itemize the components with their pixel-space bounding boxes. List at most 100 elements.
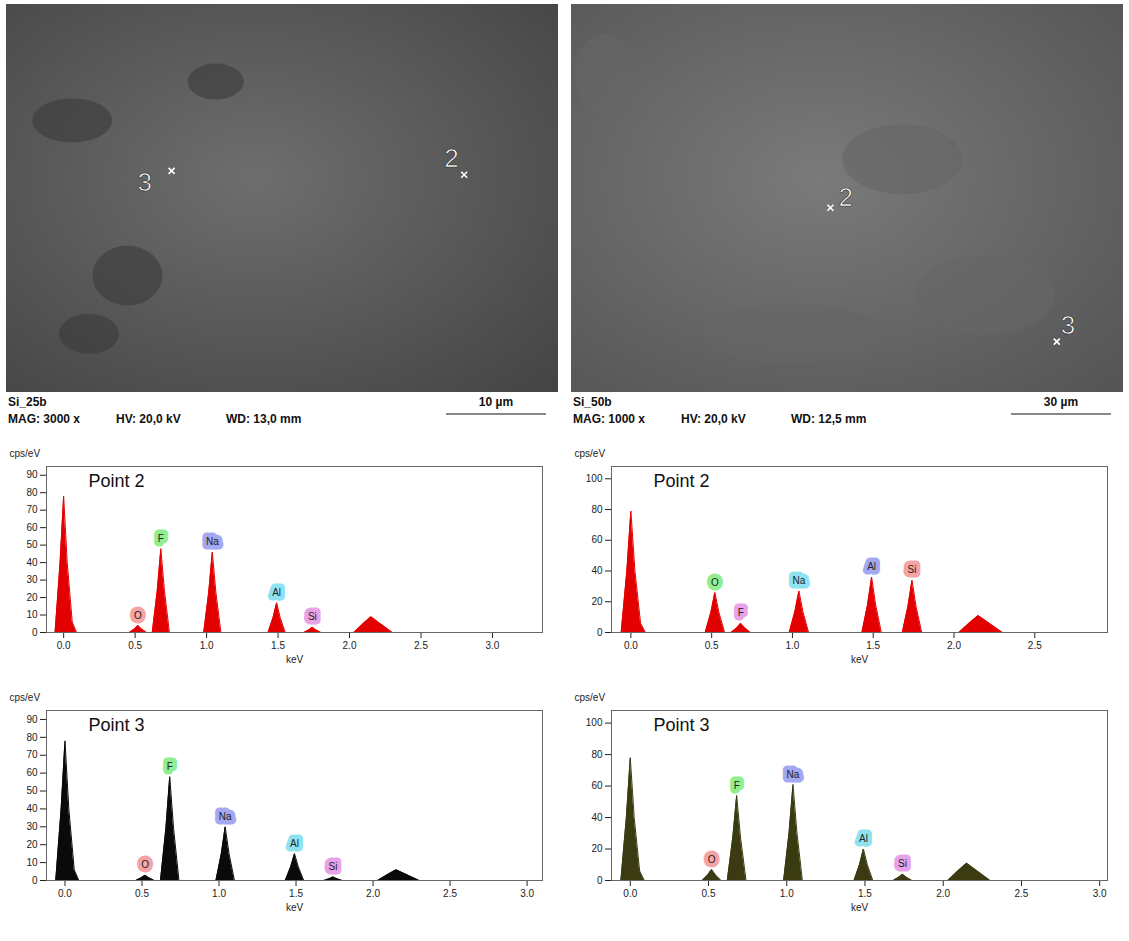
svg-text:Al: Al — [867, 561, 876, 572]
svg-text:Al: Al — [859, 833, 868, 844]
svg-text:cps/eV: cps/eV — [10, 692, 41, 703]
svg-text:80: 80 — [591, 749, 603, 760]
svg-text:1.0: 1.0 — [212, 888, 226, 899]
svg-text:80: 80 — [591, 504, 603, 515]
svg-text:Si: Si — [329, 861, 338, 872]
svg-text:2: 2 — [838, 182, 852, 212]
svg-text:keV: keV — [851, 902, 869, 913]
svg-text:2.5: 2.5 — [1014, 888, 1028, 899]
svg-text:10: 10 — [26, 609, 38, 620]
svg-text:90: 90 — [26, 469, 38, 480]
svg-text:F: F — [738, 607, 744, 618]
svg-text:HV: 20,0 kV: HV: 20,0 kV — [681, 412, 746, 426]
svg-text:O: O — [711, 577, 719, 588]
svg-text:3: 3 — [138, 167, 152, 197]
svg-text:0.5: 0.5 — [705, 640, 719, 651]
svg-text:MAG: 1000 x: MAG: 1000 x — [573, 412, 645, 426]
svg-text:keV: keV — [851, 654, 869, 665]
svg-text:60: 60 — [26, 522, 38, 533]
svg-text:1.5: 1.5 — [866, 640, 880, 651]
svg-text:Point 2: Point 2 — [654, 471, 710, 491]
svg-text:MAG: 3000 x: MAG: 3000 x — [8, 412, 80, 426]
svg-text:O: O — [708, 854, 716, 865]
svg-text:100: 100 — [586, 473, 603, 484]
svg-text:0.5: 0.5 — [128, 640, 142, 651]
svg-text:40: 40 — [591, 565, 603, 576]
svg-text:Na: Na — [793, 575, 806, 586]
svg-text:0.5: 0.5 — [702, 888, 716, 899]
svg-text:0.0: 0.0 — [57, 640, 71, 651]
svg-text:1.0: 1.0 — [780, 888, 794, 899]
svg-text:Si: Si — [898, 858, 907, 869]
svg-text:Point 2: Point 2 — [89, 471, 145, 491]
svg-text:2: 2 — [444, 143, 458, 173]
svg-text:Si: Si — [908, 564, 917, 575]
svg-text:70: 70 — [26, 504, 38, 515]
svg-text:cps/eV: cps/eV — [575, 448, 606, 459]
svg-text:Si: Si — [308, 611, 317, 622]
svg-text:20: 20 — [26, 839, 38, 850]
svg-text:0.0: 0.0 — [58, 888, 72, 899]
svg-text:HV: 20,0 kV: HV: 20,0 kV — [116, 412, 181, 426]
svg-text:20: 20 — [591, 596, 603, 607]
svg-text:F: F — [158, 533, 164, 544]
svg-text:100: 100 — [586, 717, 603, 728]
svg-text:2.0: 2.0 — [343, 640, 357, 651]
svg-text:Si_25b: Si_25b — [8, 395, 47, 409]
svg-text:0.5: 0.5 — [135, 888, 149, 899]
svg-text:F: F — [167, 761, 173, 772]
svg-text:90: 90 — [26, 714, 38, 725]
svg-text:40: 40 — [26, 803, 38, 814]
svg-text:40: 40 — [591, 812, 603, 823]
svg-text:60: 60 — [591, 780, 603, 791]
svg-text:2.5: 2.5 — [443, 888, 457, 899]
svg-text:30 µm: 30 µm — [1044, 395, 1078, 409]
svg-text:Na: Na — [206, 536, 219, 547]
svg-text:1.0: 1.0 — [200, 640, 214, 651]
svg-text:50: 50 — [26, 785, 38, 796]
svg-text:60: 60 — [26, 767, 38, 778]
svg-text:Na: Na — [787, 769, 800, 780]
svg-text:30: 30 — [26, 574, 38, 585]
svg-text:Point 3: Point 3 — [654, 715, 710, 735]
svg-text:Al: Al — [272, 587, 281, 598]
svg-text:80: 80 — [26, 487, 38, 498]
svg-text:1.5: 1.5 — [858, 888, 872, 899]
svg-text:10: 10 — [26, 857, 38, 868]
svg-text:40: 40 — [26, 557, 38, 568]
svg-text:Al: Al — [290, 838, 299, 849]
svg-text:0.0: 0.0 — [623, 888, 637, 899]
svg-text:Point 3: Point 3 — [89, 715, 145, 735]
svg-text:WD: 13,0 mm: WD: 13,0 mm — [226, 412, 301, 426]
svg-text:WD: 12,5 mm: WD: 12,5 mm — [791, 412, 866, 426]
svg-text:Na: Na — [219, 811, 232, 822]
svg-text:F: F — [734, 780, 740, 791]
svg-text:50: 50 — [26, 539, 38, 550]
svg-text:2.0: 2.0 — [947, 640, 961, 651]
svg-text:1.0: 1.0 — [785, 640, 799, 651]
svg-text:keV: keV — [286, 902, 304, 913]
svg-text:cps/eV: cps/eV — [10, 448, 41, 459]
svg-text:0: 0 — [32, 875, 38, 886]
svg-text:1.5: 1.5 — [271, 640, 285, 651]
svg-text:0: 0 — [597, 875, 603, 886]
svg-text:70: 70 — [26, 749, 38, 760]
svg-text:10 µm: 10 µm — [479, 395, 513, 409]
svg-text:0: 0 — [32, 627, 38, 638]
svg-text:0.0: 0.0 — [624, 640, 638, 651]
svg-text:2.5: 2.5 — [1028, 640, 1042, 651]
svg-text:60: 60 — [591, 534, 603, 545]
svg-text:O: O — [134, 610, 142, 621]
svg-text:30: 30 — [26, 821, 38, 832]
svg-text:keV: keV — [286, 654, 304, 665]
svg-text:1.5: 1.5 — [289, 888, 303, 899]
svg-text:2.0: 2.0 — [936, 888, 950, 899]
svg-text:O: O — [141, 859, 149, 870]
svg-text:3.0: 3.0 — [1093, 888, 1107, 899]
svg-text:0: 0 — [597, 627, 603, 638]
svg-text:cps/eV: cps/eV — [575, 692, 606, 703]
svg-text:2.5: 2.5 — [414, 640, 428, 651]
svg-text:Si_50b: Si_50b — [573, 395, 612, 409]
svg-text:3.0: 3.0 — [486, 640, 500, 651]
svg-text:20: 20 — [26, 592, 38, 603]
